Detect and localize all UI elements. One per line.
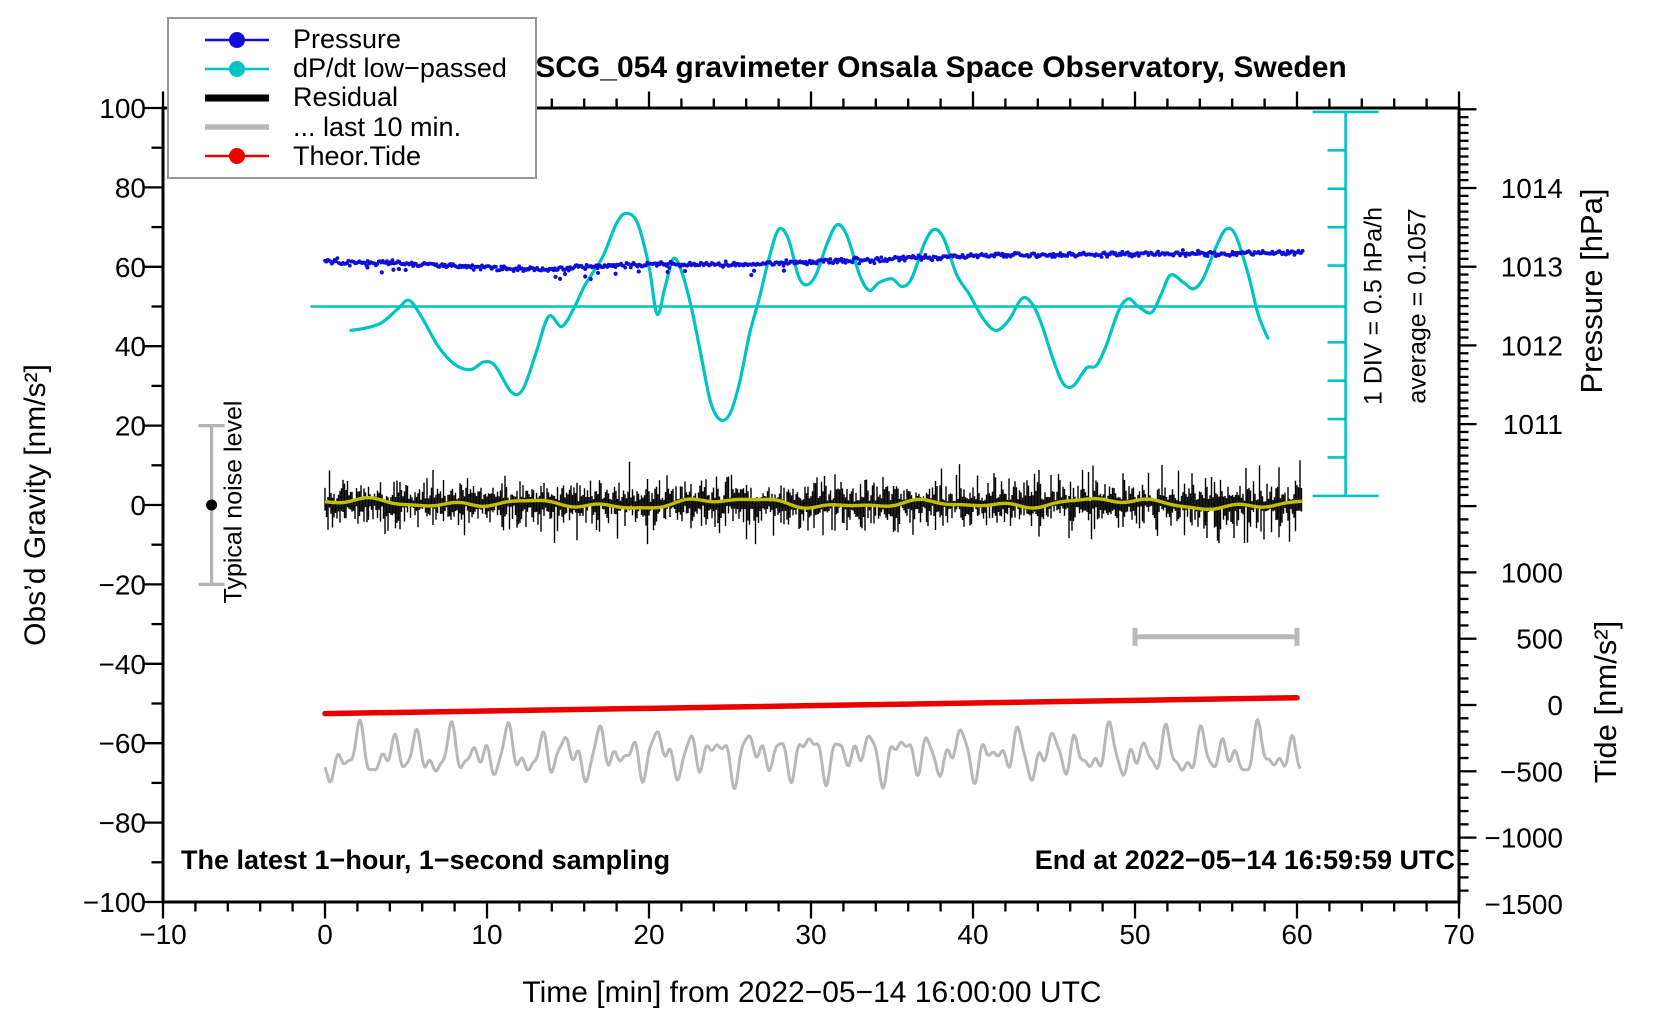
noise-level-label: Typical noise level — [219, 400, 248, 604]
legend-marker-icon — [205, 31, 269, 48]
x-tick-label: 30 — [795, 919, 826, 950]
legend-marker-icon — [205, 148, 269, 165]
legend-item-1: dP/dt low−passed — [169, 53, 535, 84]
legend-item-3: ... last 10 min. — [169, 111, 535, 142]
gravity-tick-label: 40 — [115, 331, 146, 362]
residual-series — [324, 460, 1303, 545]
gravity-tick-label: −20 — [99, 569, 147, 600]
gravity-tick-label: −40 — [99, 649, 147, 680]
tide-tick-label: −500 — [1500, 756, 1563, 787]
dpdt-lowpassed-curve — [349, 211, 1270, 423]
legend-label: Residual — [293, 82, 399, 113]
end-time-note: End at 2022−05−14 16:59:59 UTC — [1034, 845, 1455, 875]
tide-axis-title: Tide [nm/s²] — [1588, 620, 1623, 784]
tide-tick-label: 500 — [1516, 624, 1563, 655]
gravity-tick-label: −80 — [99, 808, 147, 839]
gravity-tick-label: −60 — [99, 728, 147, 759]
legend: Pressure dP/dt low−passed Residual... last… — [167, 17, 537, 179]
legend-label: Pressure — [293, 24, 402, 55]
pressure-series — [323, 248, 1305, 282]
dpdt-ruler — [310, 110, 1379, 498]
gravity-tick-label: 100 — [99, 93, 146, 124]
legend-marker-icon — [205, 94, 269, 102]
tide-tick-label: 1000 — [1501, 557, 1563, 588]
chart-title: SCG_054 gravimeter Onsala Space Observat… — [535, 51, 1347, 84]
axis-ticks — [144, 91, 1477, 919]
tide-tick-label: −1000 — [1484, 823, 1563, 854]
pressure-tick-label: 1014 — [1501, 173, 1563, 204]
legend-label: dP/dt low−passed — [293, 53, 507, 84]
last-10-min-scale-bar — [1132, 627, 1300, 646]
x-axis-title: Time [min] from 2022−05−14 16:00:00 UTC — [522, 976, 1102, 1009]
tide-tick-label: 0 — [1547, 690, 1563, 721]
average-note: average = 0.1057 — [1403, 208, 1432, 404]
x-tick-label: −10 — [139, 919, 187, 950]
legend-item-2: Residual — [169, 82, 535, 113]
div-scale-note: 1 DIV = 0.5 hPa/h — [1359, 206, 1388, 406]
last-10-min-series — [323, 718, 1302, 790]
legend-item-4: Theor.Tide — [169, 140, 535, 171]
pressure-tick-label: 1011 — [1503, 409, 1563, 440]
y-left-axis-title: Obs’d Gravity [nm/s²] — [19, 364, 52, 646]
gravity-tick-label: 80 — [115, 172, 146, 203]
axis-tick-labels: −10 0 10 20 30 40 50 60 70100806040200−20−40−60−… — [83, 93, 1563, 950]
x-tick-label: 40 — [957, 919, 988, 950]
x-tick-label: 70 — [1443, 919, 1474, 950]
x-tick-label: 10 — [471, 919, 502, 950]
plot-frame — [161, 106, 1461, 904]
axes-layer — [144, 91, 1477, 919]
series-layer — [198, 110, 1379, 790]
legend-label: Theor.Tide — [293, 140, 422, 171]
legend-marker-icon — [205, 60, 269, 77]
legend-item-0: Pressure — [169, 24, 535, 55]
x-tick-label: 20 — [633, 919, 664, 950]
pressure-tick-label: 1013 — [1501, 252, 1563, 283]
gravity-tick-label: −100 — [83, 887, 146, 918]
noise-level-dot — [206, 499, 218, 511]
legend-marker-icon — [205, 124, 269, 130]
pressure-tick-label: 1012 — [1501, 330, 1563, 361]
x-tick-label: 50 — [1119, 919, 1150, 950]
gravity-tick-label: 0 — [130, 490, 146, 521]
tide-tick-label: −1500 — [1484, 889, 1563, 920]
gravity-tick-label: 60 — [115, 252, 146, 283]
x-tick-label: 60 — [1281, 919, 1312, 950]
pressure-axis-title: Pressure [hPa] — [1574, 188, 1609, 394]
residual-smoothed-series — [324, 495, 1303, 512]
x-tick-label: 0 — [317, 919, 333, 950]
sampling-note: The latest 1−hour, 1−second sampling — [181, 845, 671, 875]
gravity-tick-label: 20 — [115, 411, 146, 442]
theor-tide-series — [322, 694, 1300, 717]
legend-label: ... last 10 min. — [293, 111, 462, 142]
